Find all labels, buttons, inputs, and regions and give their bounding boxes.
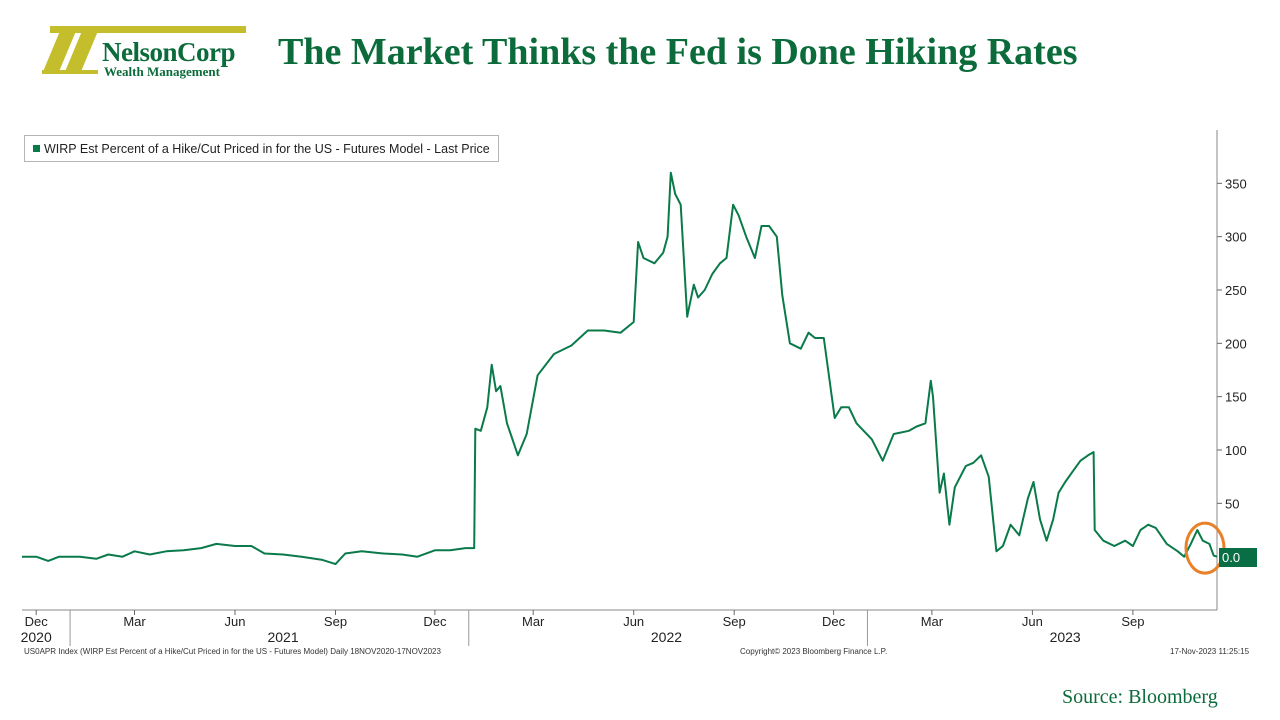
y-tick-label: 50 [1225,496,1239,511]
x-tick-label: Sep [324,614,347,629]
year-label: 2021 [267,629,298,645]
x-tick-label: Dec [423,614,447,629]
logo-gold-bar [50,26,246,33]
y-tick-label: 200 [1225,336,1247,351]
footer-copyright: Copyright© 2023 Bloomberg Finance L.P. [740,647,888,656]
x-tick-label: Jun [225,614,246,629]
x-tick-label: Jun [623,614,644,629]
logo-gold-n-left [42,31,76,74]
y-tick-label: 250 [1225,283,1247,298]
footer-index-description: US0APR Index (WIRP Est Percent of a Hike… [24,647,441,656]
year-label: 2020 [21,629,52,645]
footer-timestamp: 17-Nov-2023 11:25:15 [1170,647,1250,656]
source-note: Source: Bloomberg [1062,686,1218,708]
x-tick-label: Sep [723,614,746,629]
x-tick-label: Mar [522,614,545,629]
x-tick-label: Dec [25,614,49,629]
x-tick-label: Mar [123,614,146,629]
year-label: 2022 [651,629,682,645]
x-tick-label: Sep [1121,614,1144,629]
legend-swatch [33,145,40,152]
series-line [22,171,1218,566]
chart-ticks: 50 100 150 200 250 300 350 Dec Mar Jun Sep Dec Mar Ju… [21,176,1247,646]
logo-brand-text: NelsonCorp [102,37,236,67]
y-tick-label: 100 [1225,443,1247,458]
logo-subtitle: Wealth Management [104,64,220,79]
logo-gold-n-right [64,31,98,74]
year-label: 2023 [1050,629,1081,645]
page-title: The Market Thinks the Fed is Done Hiking… [278,31,1078,73]
y-tick-label: 350 [1225,176,1247,191]
chart-axes [22,130,1218,611]
last-price-badge: 0.0 [1219,548,1257,567]
y-tick-label: 300 [1225,230,1247,245]
nelsoncorp-logo [42,26,246,74]
chart-legend: WIRP Est Percent of a Hike/Cut Priced in… [24,135,499,162]
x-tick-label: Mar [921,614,944,629]
y-tick-label: 150 [1225,390,1247,405]
legend-label: WIRP Est Percent of a Hike/Cut Priced in… [44,141,490,156]
x-tick-label: Dec [822,614,846,629]
x-tick-label: Jun [1022,614,1043,629]
logo-gold-base [42,70,98,74]
